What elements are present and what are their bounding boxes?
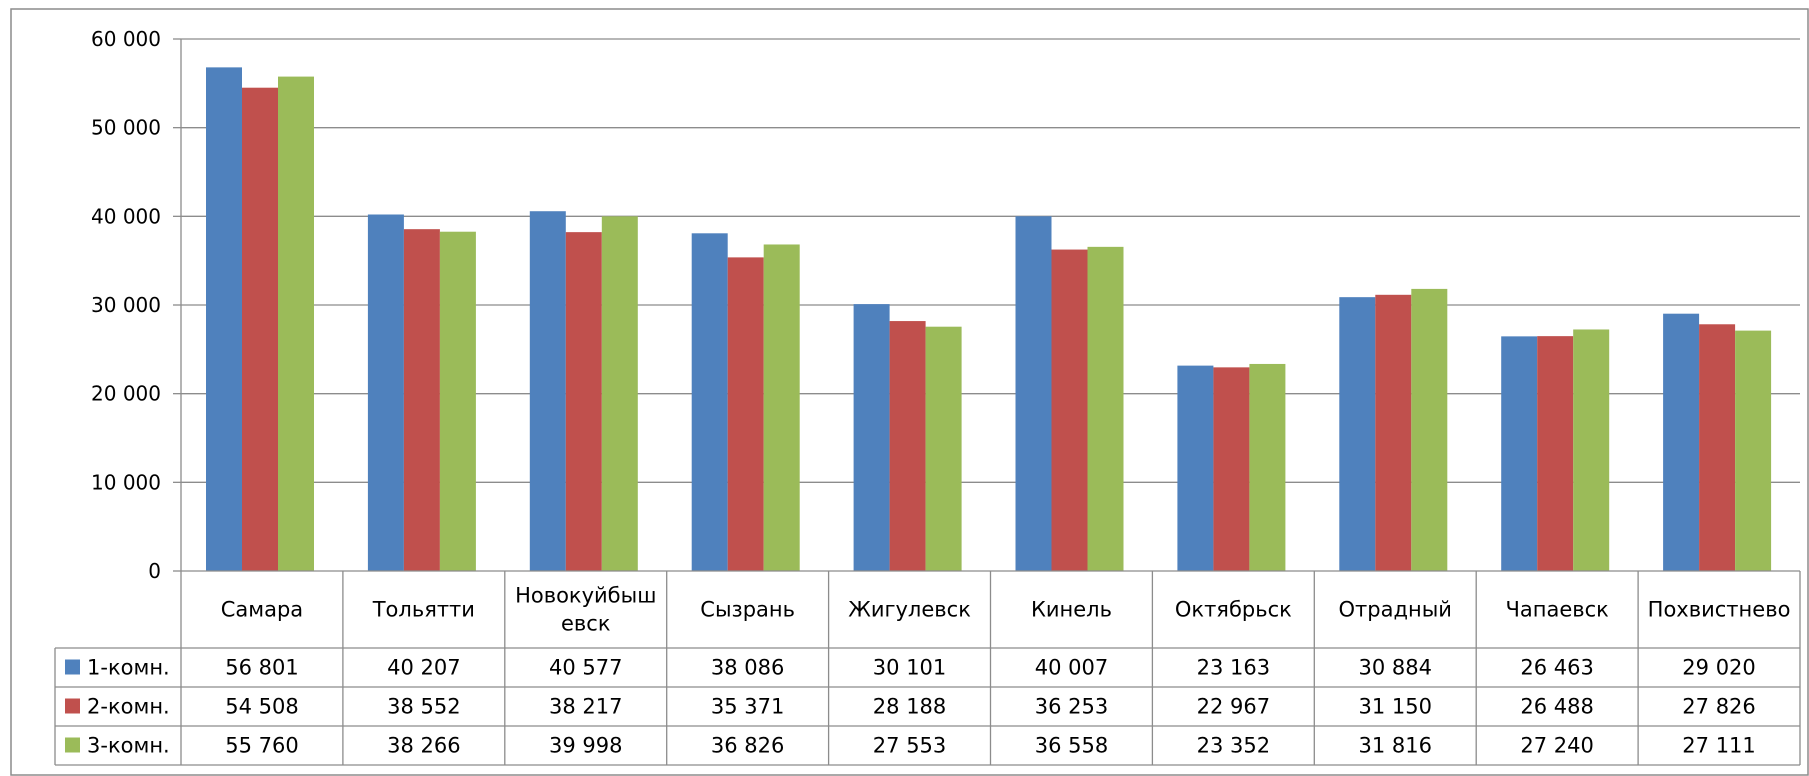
bars xyxy=(206,67,1772,572)
table-cell-value: 40 207 xyxy=(387,656,460,680)
data-table: Самара Тольятти Новокуйбыш евск Сызрань Жигул… xyxy=(54,570,1801,766)
legend-key xyxy=(65,737,80,753)
table-cell-value: 27 826 xyxy=(1682,695,1755,719)
bar xyxy=(1735,330,1772,571)
table-cell-value: 22 967 xyxy=(1197,695,1270,719)
table-cell-value: 40 577 xyxy=(549,656,622,680)
table-cell-value: 27 553 xyxy=(873,734,946,758)
y-tick-label: 10 000 xyxy=(91,470,161,494)
bar xyxy=(242,87,278,571)
table-cell-value: 38 086 xyxy=(711,656,784,680)
bar xyxy=(439,231,476,571)
bar xyxy=(1573,329,1610,571)
y-tick-label: 20 000 xyxy=(91,382,161,406)
table-cell-value: 27 111 xyxy=(1682,734,1755,758)
bar xyxy=(403,229,440,571)
table-cell-value: 23 163 xyxy=(1197,656,1270,680)
table-cell-value: 38 266 xyxy=(387,734,460,758)
table-cell-value: 36 558 xyxy=(1035,734,1108,758)
table-cell-value: 36 826 xyxy=(711,734,784,758)
table-cell-value: 54 508 xyxy=(225,695,298,719)
table-cell-value: 26 488 xyxy=(1520,695,1593,719)
legend-label: 2-комн. xyxy=(87,695,170,719)
bar xyxy=(1375,294,1412,571)
bar xyxy=(1663,313,1700,571)
table-cell-value: 39 998 xyxy=(549,734,622,758)
bar xyxy=(278,76,314,571)
table-cell-value: 31 150 xyxy=(1359,695,1432,719)
category-label: Сызрань xyxy=(700,598,795,622)
bar xyxy=(1699,324,1736,571)
bar xyxy=(1501,336,1538,571)
table-cell-value: 27 240 xyxy=(1520,734,1593,758)
legend-label: 1-комн. xyxy=(87,656,170,680)
bar xyxy=(727,257,764,571)
bar xyxy=(1537,336,1574,571)
category-label: Октябрьск xyxy=(1175,598,1292,622)
category-label: Тольятти xyxy=(372,598,475,622)
legend-key xyxy=(65,698,80,714)
table-cell-value: 30 101 xyxy=(873,656,946,680)
bar xyxy=(1339,297,1376,571)
table-cell-value: 35 371 xyxy=(711,695,784,719)
bar xyxy=(565,232,602,572)
table-cell-value: 56 801 xyxy=(225,656,298,680)
bar xyxy=(1411,288,1448,571)
table-cell-value: 28 188 xyxy=(873,695,946,719)
bar xyxy=(601,216,638,571)
table-cell-value: 38 217 xyxy=(549,695,622,719)
bar xyxy=(1249,363,1286,571)
category-label: Жигулевск xyxy=(848,598,971,622)
category-label: Кинель xyxy=(1031,598,1112,622)
bar xyxy=(367,214,404,572)
bar xyxy=(1051,249,1088,571)
table-cell-value: 40 007 xyxy=(1035,656,1108,680)
bar xyxy=(1177,365,1214,571)
bar xyxy=(925,326,962,571)
bar xyxy=(1015,216,1052,571)
y-tick-label: 0 xyxy=(148,559,161,583)
table-cell-value: 29 020 xyxy=(1682,656,1755,680)
legend-label: 3-комн. xyxy=(87,734,170,758)
category-label: Новокуйбыш евск xyxy=(515,584,656,636)
y-tick-label: 60 000 xyxy=(91,27,161,51)
category-label: Чапаевск xyxy=(1505,598,1608,622)
table-cell-value: 55 760 xyxy=(225,734,298,758)
legend-key xyxy=(65,659,80,675)
y-tick-label: 30 000 xyxy=(91,293,161,317)
table-cell-value: 36 253 xyxy=(1035,695,1108,719)
bar xyxy=(853,304,890,571)
category-label: Похвистнево xyxy=(1648,598,1791,622)
bar xyxy=(1087,246,1124,571)
bar xyxy=(889,321,926,571)
y-tick-label: 50 000 xyxy=(91,116,161,140)
y-tick-label: 40 000 xyxy=(91,204,161,228)
bar xyxy=(206,67,242,571)
table-cell-value: 38 552 xyxy=(387,695,460,719)
category-label: Самара xyxy=(221,598,303,622)
y-axis: 0 10 000 20 000 30 000 40 000 50 000 60 000 xyxy=(91,27,182,583)
table-cell-value: 31 816 xyxy=(1359,734,1432,758)
bar xyxy=(763,244,800,571)
bar xyxy=(691,233,728,571)
bar xyxy=(529,211,566,571)
bar xyxy=(1213,367,1250,571)
table-cell-value: 30 884 xyxy=(1359,656,1432,680)
category-label: Отрадный xyxy=(1339,598,1452,622)
table-cell-value: 23 352 xyxy=(1197,734,1270,758)
table-cell-value: 26 463 xyxy=(1520,656,1593,680)
